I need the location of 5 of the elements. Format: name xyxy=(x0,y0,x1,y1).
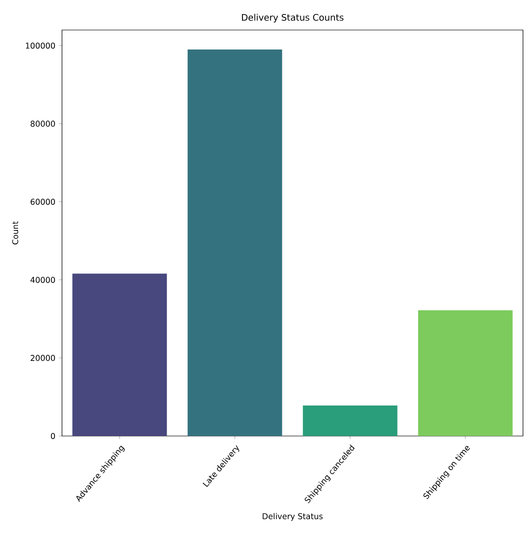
bar xyxy=(72,274,167,436)
bar xyxy=(188,50,282,436)
bar xyxy=(302,406,398,436)
chart-title: Delivery Status Counts xyxy=(242,14,344,22)
bar xyxy=(418,310,513,436)
